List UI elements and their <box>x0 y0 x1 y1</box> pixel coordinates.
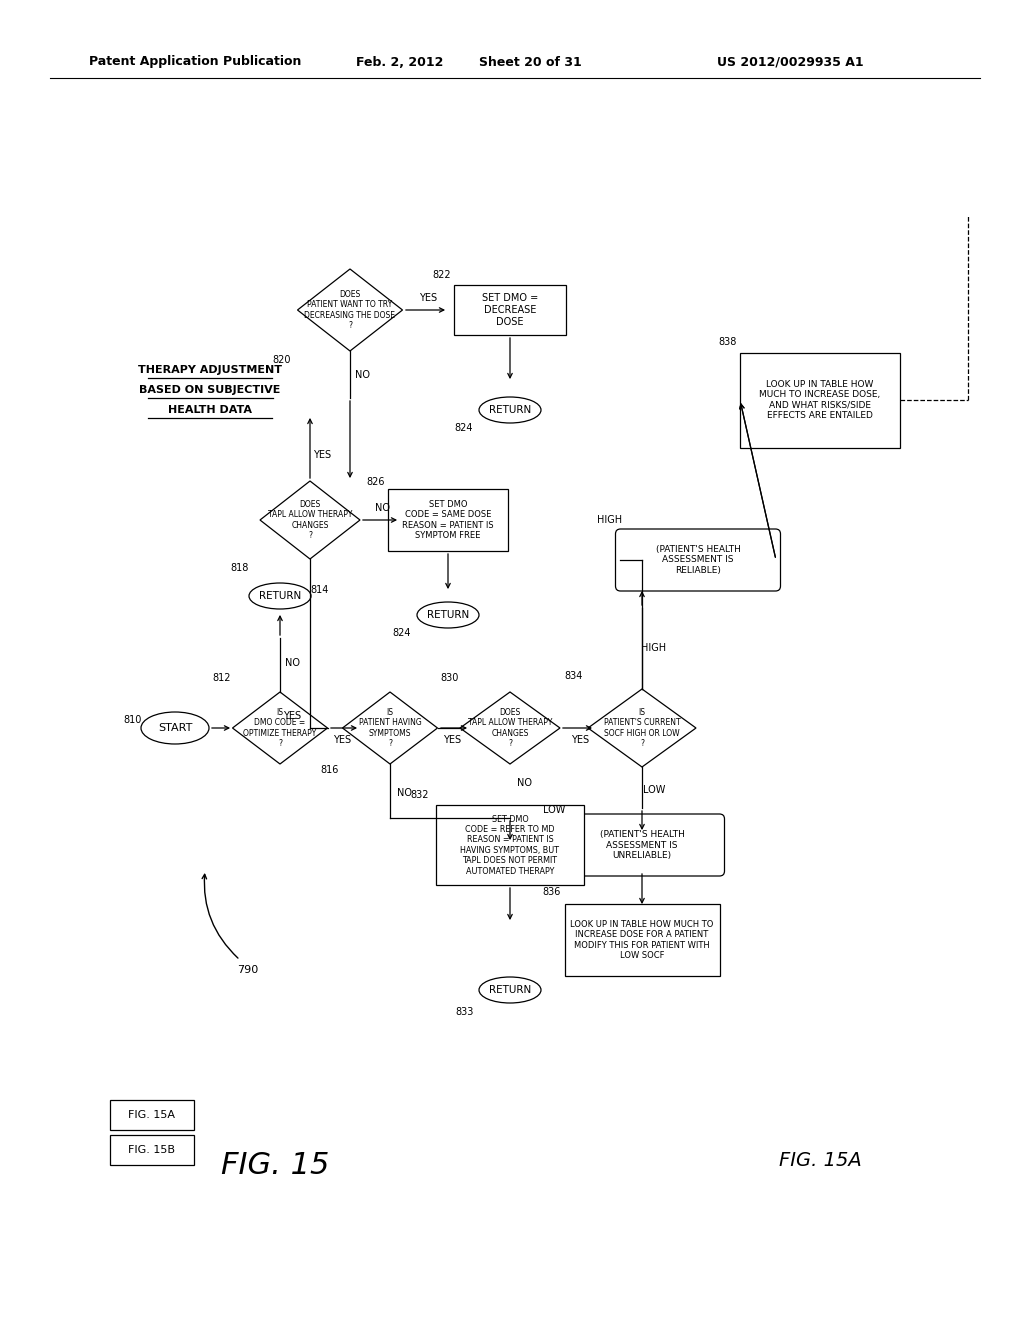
Text: RETURN: RETURN <box>488 405 531 414</box>
FancyBboxPatch shape <box>564 904 720 975</box>
Polygon shape <box>298 269 402 351</box>
Text: YES: YES <box>283 711 301 721</box>
Text: 820: 820 <box>272 355 291 366</box>
Text: LOOK UP IN TABLE HOW
MUCH TO INCREASE DOSE,
AND WHAT RISKS/SIDE
EFFECTS ARE ENTA: LOOK UP IN TABLE HOW MUCH TO INCREASE DO… <box>760 380 881 420</box>
Text: (PATIENT'S HEALTH
ASSESSMENT IS
RELIABLE): (PATIENT'S HEALTH ASSESSMENT IS RELIABLE… <box>655 545 740 576</box>
Text: RETURN: RETURN <box>427 610 469 620</box>
Text: 824: 824 <box>393 628 412 638</box>
Text: LOW: LOW <box>643 785 666 795</box>
Text: US 2012/0029935 A1: US 2012/0029935 A1 <box>717 55 863 69</box>
Text: Patent Application Publication: Patent Application Publication <box>89 55 301 69</box>
Polygon shape <box>588 689 696 767</box>
Text: 833: 833 <box>456 1007 474 1016</box>
Text: NO: NO <box>517 777 532 788</box>
Text: 832: 832 <box>411 789 429 800</box>
Ellipse shape <box>141 711 209 744</box>
Ellipse shape <box>417 602 479 628</box>
Text: RETURN: RETURN <box>488 985 531 995</box>
Text: THERAPY ADJUSTMENT: THERAPY ADJUSTMENT <box>138 366 282 375</box>
FancyBboxPatch shape <box>110 1100 194 1130</box>
Text: SET DMO =
DECREASE
DOSE: SET DMO = DECREASE DOSE <box>482 293 539 326</box>
Text: BASED ON SUBJECTIVE: BASED ON SUBJECTIVE <box>139 385 281 395</box>
FancyBboxPatch shape <box>615 529 780 591</box>
Polygon shape <box>342 692 437 764</box>
Text: IS
DMO CODE =
OPTIMIZE THERAPY
?: IS DMO CODE = OPTIMIZE THERAPY ? <box>244 708 316 748</box>
Text: YES: YES <box>571 735 589 744</box>
Text: YES: YES <box>333 735 351 744</box>
Text: 830: 830 <box>440 673 459 682</box>
Text: Sheet 20 of 31: Sheet 20 of 31 <box>478 55 582 69</box>
FancyBboxPatch shape <box>454 285 566 335</box>
Text: 814: 814 <box>311 585 329 595</box>
Text: START: START <box>158 723 193 733</box>
Text: SET DMO
CODE = SAME DOSE
REASON = PATIENT IS
SYMPTOM FREE: SET DMO CODE = SAME DOSE REASON = PATIEN… <box>402 500 494 540</box>
Text: NO: NO <box>354 370 370 380</box>
Text: 810: 810 <box>124 715 142 725</box>
Text: DOES
PATIENT WANT TO TRY
DECREASING THE DOSE
?: DOES PATIENT WANT TO TRY DECREASING THE … <box>304 290 395 330</box>
Text: 816: 816 <box>321 766 339 775</box>
Text: RETURN: RETURN <box>259 591 301 601</box>
Text: SET DMO
CODE = REFER TO MD
REASON = PATIENT IS
HAVING SYMPTOMS, BUT
TAPL DOES NO: SET DMO CODE = REFER TO MD REASON = PATI… <box>461 814 559 875</box>
FancyBboxPatch shape <box>740 352 900 447</box>
FancyBboxPatch shape <box>436 805 584 884</box>
Text: 818: 818 <box>230 564 249 573</box>
Text: HIGH: HIGH <box>641 643 667 653</box>
Text: HIGH: HIGH <box>597 515 623 525</box>
Text: 822: 822 <box>433 271 452 280</box>
Text: IS
PATIENT HAVING
SYMPTOMS
?: IS PATIENT HAVING SYMPTOMS ? <box>358 708 421 748</box>
FancyBboxPatch shape <box>388 488 508 550</box>
FancyBboxPatch shape <box>559 814 725 876</box>
Text: FIG. 15A: FIG. 15A <box>128 1110 175 1119</box>
Text: LOW: LOW <box>543 805 565 814</box>
Text: 834: 834 <box>565 671 584 681</box>
Text: YES: YES <box>419 293 437 304</box>
Ellipse shape <box>479 977 541 1003</box>
Text: 838: 838 <box>719 337 737 347</box>
Text: FIG. 15A: FIG. 15A <box>778 1151 861 1170</box>
Text: DOES
TAPL ALLOW THERAPY
CHANGES
?: DOES TAPL ALLOW THERAPY CHANGES ? <box>468 708 552 748</box>
Text: YES: YES <box>313 450 331 459</box>
FancyBboxPatch shape <box>110 1135 194 1166</box>
Text: 826: 826 <box>367 477 385 487</box>
Text: Feb. 2, 2012: Feb. 2, 2012 <box>356 55 443 69</box>
Text: IS
PATIENT'S CURRENT
SOCF HIGH OR LOW
?: IS PATIENT'S CURRENT SOCF HIGH OR LOW ? <box>604 708 680 748</box>
Polygon shape <box>460 692 560 764</box>
Text: NO: NO <box>285 657 299 668</box>
Text: NO: NO <box>375 503 389 513</box>
Text: 836: 836 <box>543 887 561 898</box>
Text: DOES
TAPL ALLOW THERAPY
CHANGES
?: DOES TAPL ALLOW THERAPY CHANGES ? <box>268 500 352 540</box>
Text: 812: 812 <box>213 673 231 682</box>
Text: (PATIENT'S HEALTH
ASSESSMENT IS
UNRELIABLE): (PATIENT'S HEALTH ASSESSMENT IS UNRELIAB… <box>600 830 684 859</box>
Text: FIG. 15: FIG. 15 <box>221 1151 329 1180</box>
Ellipse shape <box>249 583 311 609</box>
Polygon shape <box>232 692 328 764</box>
Ellipse shape <box>479 397 541 422</box>
Text: LOOK UP IN TABLE HOW MUCH TO
INCREASE DOSE FOR A PATIENT
MODIFY THIS FOR PATIENT: LOOK UP IN TABLE HOW MUCH TO INCREASE DO… <box>570 920 714 960</box>
Text: 790: 790 <box>238 965 259 975</box>
Polygon shape <box>260 480 360 558</box>
Text: FIG. 15B: FIG. 15B <box>128 1144 175 1155</box>
Text: 824: 824 <box>455 422 473 433</box>
Text: YES: YES <box>443 735 461 744</box>
Text: HEALTH DATA: HEALTH DATA <box>168 405 252 414</box>
Text: NO: NO <box>397 788 413 799</box>
